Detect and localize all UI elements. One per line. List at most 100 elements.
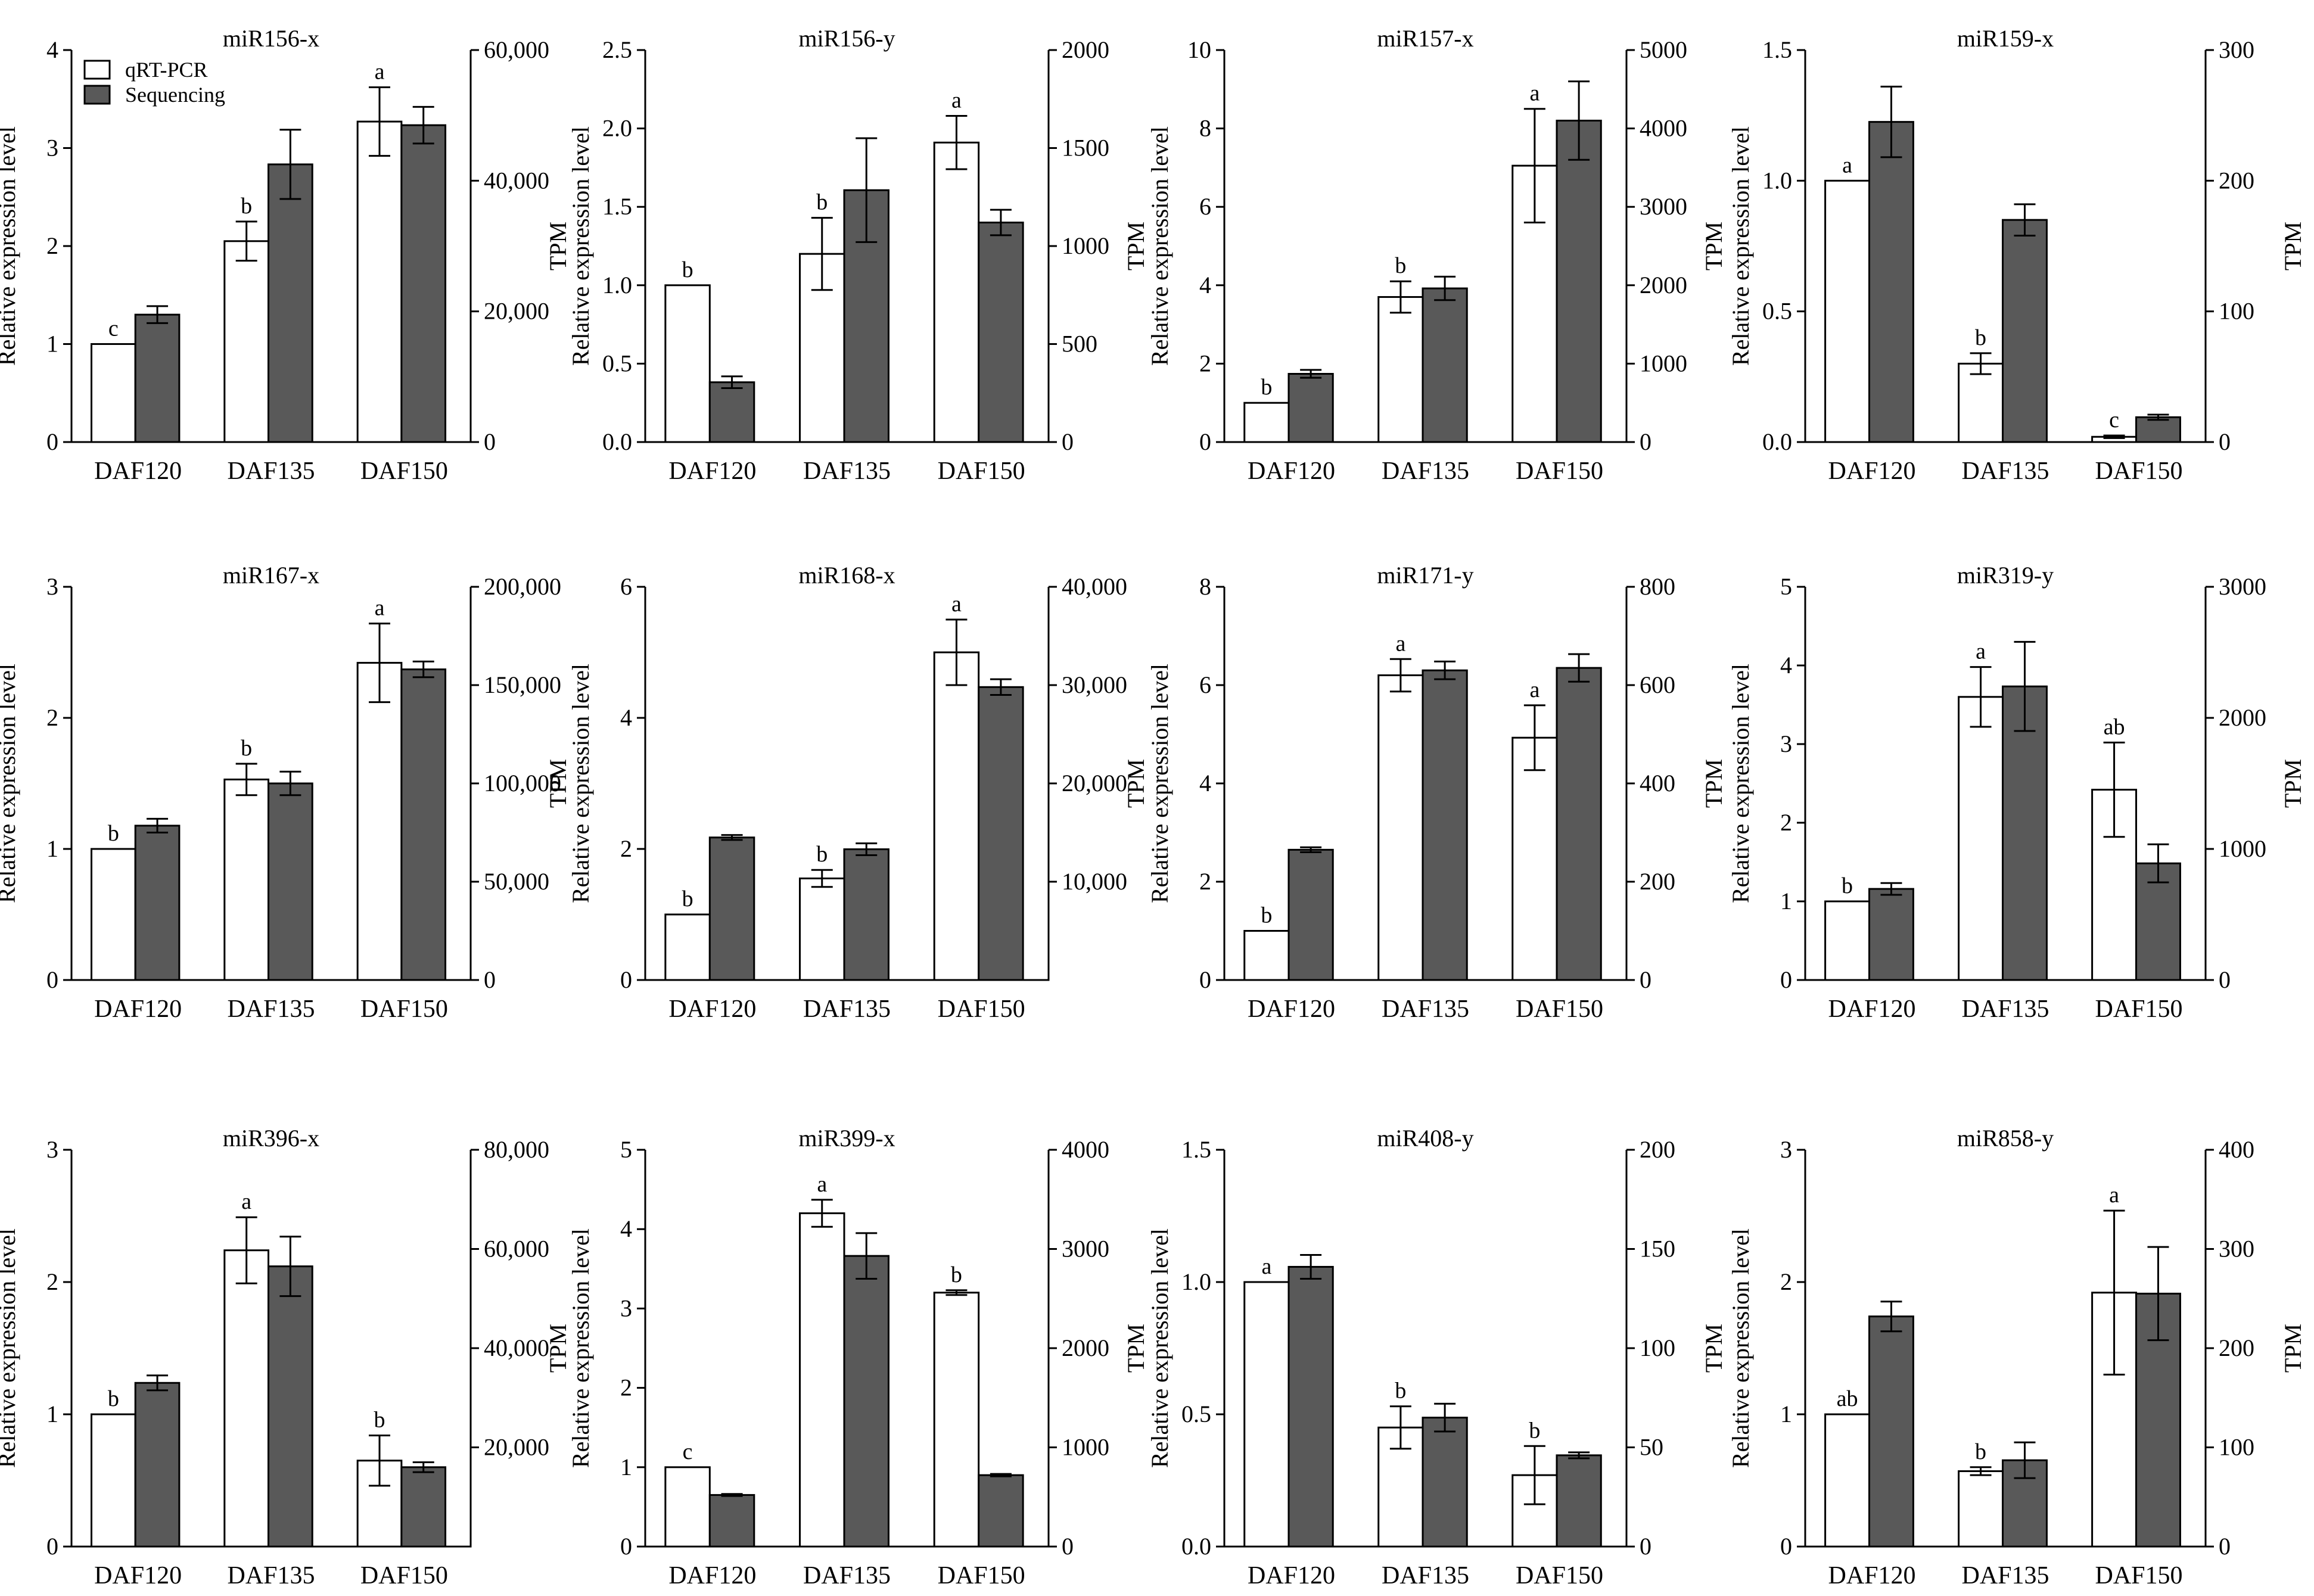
- bar-qrt-pcr-DAF135: [1377, 296, 1424, 443]
- y-axis-title: Relative expression level: [1146, 126, 1173, 366]
- significance-letter: b: [374, 1408, 385, 1433]
- error-bar-qrt-pcr: [2103, 434, 2125, 439]
- x-tick-label: DAF120: [94, 995, 182, 1023]
- chart-panel-miR319-y: miR319-y 0 1 2 3 4 5 0 1000 2000 3000 Relative expr…: [1727, 562, 2306, 1023]
- y-tick-label: 1.0: [1762, 167, 1792, 194]
- panel-title: miR167-x: [223, 562, 319, 589]
- bar-sequencing-DAF135: [843, 848, 889, 981]
- y2-axis-title: TPM: [545, 759, 571, 808]
- significance-letter: b: [951, 1262, 962, 1287]
- error-bar-sequencing: [1300, 1253, 1322, 1280]
- bar-qrt-pcr-DAF135: [1958, 1470, 2004, 1548]
- panel-title: miR156-x: [223, 25, 319, 52]
- bar-sequencing-DAF150: [1556, 1454, 1602, 1548]
- bar-sequencing-DAF135: [2002, 219, 2048, 443]
- bar-sequencing-DAF150: [978, 222, 1024, 443]
- error-bar-sequencing: [2014, 1441, 2036, 1479]
- y-tick-label: 0: [1780, 966, 1792, 993]
- y2-tick-label: 300: [2219, 1236, 2254, 1262]
- significance-letter: a: [2109, 1183, 2119, 1208]
- panel-title: miR171-y: [1377, 562, 1473, 589]
- x-tick-label: DAF150: [360, 458, 448, 485]
- chart-panel-miR159-x: miR159-x 0.0 0.5 1.0 1.5 0 100 200 300 Relative e…: [1727, 25, 2306, 485]
- error-bar-sequencing: [279, 1236, 301, 1298]
- x-tick-label: DAF135: [803, 995, 891, 1023]
- x-tick-label: DAF150: [1516, 458, 1603, 485]
- y-axis-title: Relative expression level: [0, 1228, 20, 1468]
- significance-letter: a: [375, 60, 385, 85]
- y2-tick-label: 30,000: [1062, 671, 1127, 698]
- bar-sequencing-DAF135: [268, 782, 313, 981]
- error-bar-sequencing: [990, 678, 1012, 696]
- y-tick-label: 6: [1199, 193, 1211, 220]
- error-bar-sequencing: [721, 375, 743, 390]
- error-bar-sequencing: [412, 660, 434, 679]
- x-tick-label: DAF120: [668, 995, 756, 1023]
- significance-letter: a: [951, 592, 962, 617]
- error-bar-sequencing: [1434, 1402, 1456, 1433]
- error-bar-sequencing: [1568, 1451, 1590, 1460]
- y-tick-label: 0.5: [1762, 298, 1792, 325]
- y2-tick-label: 0: [1640, 966, 1651, 993]
- y-axis-title: Relative expression level: [1727, 664, 1754, 903]
- y2-tick-label: 1000: [1640, 350, 1687, 377]
- error-bar-qrt-pcr: [235, 220, 257, 262]
- y2-tick-label: 2000: [2219, 704, 2266, 731]
- y-tick-label: 0: [620, 1533, 632, 1560]
- error-bar-qrt-pcr: [1523, 1445, 1545, 1505]
- bar-qrt-pcr-DAF120: [664, 284, 711, 443]
- panel-title: miR157-x: [1377, 25, 1473, 52]
- y2-tick-label: 0: [1062, 1533, 1074, 1560]
- bar-qrt-pcr-DAF120: [91, 1413, 136, 1548]
- y2-tick-label: 60,000: [484, 36, 549, 63]
- panel-title: miR408-y: [1377, 1125, 1473, 1152]
- significance-letter: b: [682, 257, 693, 282]
- error-bar-qrt-pcr: [945, 618, 968, 686]
- y-tick-label: 1.0: [602, 272, 632, 298]
- significance-letter: a: [1976, 639, 1986, 664]
- x-tick-label: DAF150: [360, 1562, 448, 1589]
- bar-qrt-pcr-DAF120: [91, 848, 136, 981]
- chart-panel-miR399-x: miR399-x 0 1 2 3 4 5 0 1000 2000 3000 4000 Relative …: [567, 1125, 1149, 1589]
- significance-letter: b: [1261, 903, 1272, 928]
- y2-axis-title: TPM: [545, 222, 571, 270]
- y-tick-label: 4: [620, 1215, 632, 1242]
- bar-sequencing-DAF135: [1422, 287, 1468, 443]
- x-tick-label: DAF150: [938, 1562, 1025, 1589]
- y2-tick-label: 0: [2219, 428, 2231, 455]
- y-axis-title: Relative expression level: [1146, 1228, 1173, 1468]
- y-tick-label: 1: [46, 835, 58, 862]
- significance-letter: b: [1842, 873, 1853, 898]
- bar-qrt-pcr-DAF120: [664, 1466, 711, 1548]
- legend-swatch-sequencing: [83, 85, 111, 105]
- error-bar-sequencing: [279, 129, 301, 200]
- error-bar-sequencing: [1568, 80, 1590, 161]
- error-bar-sequencing: [412, 1461, 434, 1473]
- y2-tick-label: 400: [2219, 1136, 2254, 1163]
- significance-letter: b: [1395, 253, 1406, 278]
- y-tick-label: 2: [620, 1374, 632, 1401]
- y-tick-label: 4: [620, 704, 632, 731]
- legend-label-sequencing: Sequencing: [125, 83, 225, 107]
- bar-qrt-pcr-DAF135: [1958, 362, 2004, 443]
- x-tick-label: DAF120: [1828, 458, 1915, 485]
- x-tick-label: DAF120: [94, 458, 182, 485]
- x-tick-label: DAF135: [1961, 458, 2049, 485]
- error-bar-sequencing: [856, 842, 878, 856]
- y-tick-label: 2: [1199, 350, 1211, 377]
- y-tick-label: 2.0: [602, 115, 632, 142]
- y-tick-label: 2: [1780, 1268, 1792, 1295]
- bar-sequencing-DAF120: [1287, 373, 1334, 443]
- error-bar-qrt-pcr: [1389, 280, 1411, 314]
- bar-sequencing-DAF150: [400, 668, 447, 981]
- error-bar-qrt-pcr: [1389, 1405, 1411, 1450]
- y-tick-label: 2: [1780, 809, 1792, 836]
- y2-tick-label: 20,000: [484, 1434, 549, 1461]
- y2-tick-label: 50: [1640, 1434, 1663, 1461]
- y2-axis-title: TPM: [2279, 759, 2306, 808]
- y2-tick-label: 200: [2219, 1334, 2254, 1361]
- y2-tick-label: 0: [1640, 428, 1651, 455]
- panel-title: miR396-x: [223, 1125, 319, 1152]
